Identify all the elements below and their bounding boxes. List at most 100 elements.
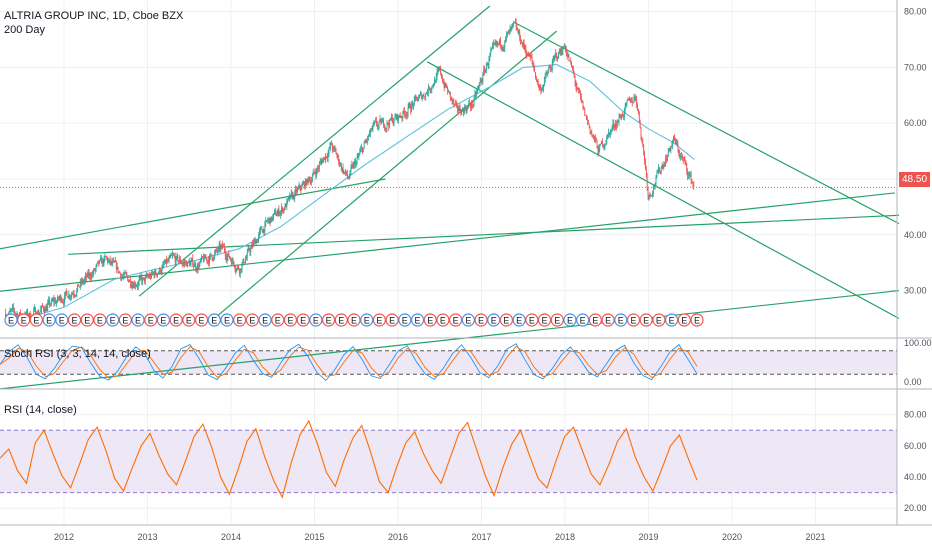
earnings-marker[interactable] (436, 313, 450, 327)
earnings-marker[interactable] (588, 313, 602, 327)
earnings-marker[interactable] (563, 313, 577, 327)
candle-body (543, 85, 544, 89)
earnings-marker[interactable] (360, 313, 374, 327)
candle-body (108, 258, 110, 262)
candle-body (645, 167, 647, 176)
earnings-marker[interactable] (499, 313, 514, 327)
earnings-marker[interactable] (309, 313, 323, 327)
candle-body (318, 164, 320, 169)
earnings-marker[interactable] (601, 313, 615, 327)
earnings-marker-letter: E (160, 316, 166, 326)
earnings-marker[interactable] (690, 313, 704, 327)
earnings-marker[interactable] (474, 313, 488, 327)
earnings-marker[interactable] (194, 313, 209, 327)
earnings-marker[interactable] (639, 313, 653, 327)
candle-body (326, 156, 328, 159)
candle-body (86, 272, 88, 278)
earnings-marker[interactable] (664, 313, 679, 327)
price-axis[interactable]: 80.0070.0060.0050.0040.0030.00100.000.00… (904, 7, 932, 514)
earnings-marker[interactable] (537, 313, 552, 327)
earnings-marker[interactable] (80, 313, 94, 327)
earnings-marker[interactable] (385, 313, 399, 327)
earnings-marker[interactable] (207, 313, 221, 327)
candle-body (628, 99, 630, 101)
candle-body (583, 108, 585, 110)
earnings-marker[interactable] (220, 313, 234, 327)
earnings-marker[interactable] (449, 313, 463, 327)
earnings-marker[interactable] (677, 313, 691, 327)
earnings-marker[interactable] (576, 313, 590, 327)
candle-body (93, 269, 94, 275)
candle-body (135, 285, 137, 287)
earnings-marker-letter: E (656, 316, 662, 326)
earnings-marker[interactable] (118, 313, 132, 327)
earnings-marker[interactable] (487, 313, 501, 327)
candle-body (411, 105, 413, 112)
earnings-marker[interactable] (334, 313, 348, 327)
earnings-marker[interactable] (245, 313, 259, 327)
earnings-marker[interactable] (321, 313, 336, 327)
earnings-marker[interactable] (626, 313, 641, 327)
candle-body (463, 107, 465, 113)
candle-body (296, 189, 297, 192)
earnings-marker[interactable] (512, 313, 526, 327)
earnings-marker[interactable] (271, 313, 285, 327)
earnings-marker[interactable] (131, 313, 145, 327)
earnings-marker[interactable] (461, 313, 475, 327)
candle-body (54, 300, 56, 303)
earnings-marker[interactable] (372, 313, 387, 327)
candle-body (605, 143, 607, 145)
pane-separators[interactable] (0, 0, 932, 526)
earnings-marker[interactable] (4, 313, 18, 327)
earnings-marker[interactable] (550, 313, 564, 327)
candle-body (82, 280, 84, 283)
candle-body (419, 95, 420, 98)
earnings-marker[interactable] (347, 313, 361, 327)
earnings-marker[interactable] (296, 313, 310, 327)
earnings-marker[interactable] (652, 313, 666, 327)
candle-body (451, 97, 453, 102)
earnings-marker-letter: E (605, 316, 611, 326)
candle-body (165, 259, 166, 264)
candle-body (297, 187, 299, 190)
candle-body (99, 260, 100, 264)
earnings-marker[interactable] (67, 313, 82, 327)
candle-body (475, 92, 477, 95)
candle-body (637, 105, 638, 110)
earnings-marker[interactable] (29, 313, 44, 327)
earnings-marker[interactable] (156, 313, 171, 327)
candle-body (507, 31, 508, 35)
earnings-marker[interactable] (614, 313, 628, 327)
earnings-marker[interactable] (525, 313, 539, 327)
candle-body (242, 259, 244, 266)
candle-body (375, 120, 376, 122)
earnings-marker[interactable] (144, 313, 158, 327)
candle-body (515, 21, 517, 29)
candle-body (627, 99, 629, 101)
candle-body (136, 285, 138, 287)
earnings-marker[interactable] (283, 313, 298, 327)
earnings-marker[interactable] (42, 313, 56, 327)
earnings-marker[interactable] (93, 313, 107, 327)
earnings-marker[interactable] (106, 313, 120, 327)
earnings-marker[interactable] (410, 313, 425, 327)
earnings-marker[interactable] (17, 313, 31, 327)
candle-body (389, 119, 391, 127)
earnings-marker[interactable] (169, 313, 183, 327)
earnings-marker[interactable] (233, 313, 247, 327)
earnings-marker[interactable] (258, 313, 272, 327)
time-axis[interactable]: 2012 2013 2014 2015 2016 2017 2018 2019 2020 2021 (54, 532, 826, 542)
earnings-marker[interactable] (398, 313, 412, 327)
candle-body (630, 97, 631, 102)
earnings-marker[interactable] (55, 313, 69, 327)
candle-body (505, 37, 507, 41)
earnings-marker[interactable] (423, 313, 437, 327)
candle-body (636, 98, 638, 106)
candle-body (503, 47, 505, 50)
candle-body (533, 64, 535, 70)
earnings-marker[interactable] (182, 313, 196, 327)
candle-body (187, 262, 188, 267)
candle-body (261, 229, 263, 233)
